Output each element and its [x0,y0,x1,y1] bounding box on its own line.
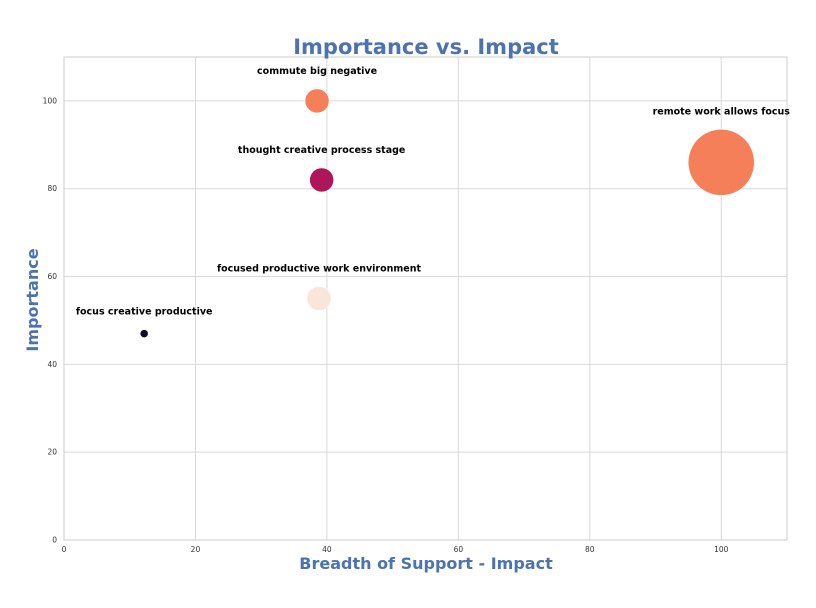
point-labels: commute big negative thought creative pro… [76,66,790,318]
x-tick-label: 40 [322,545,332,554]
x-tick-label: 80 [585,545,595,554]
y-tick-label: 40 [47,360,57,369]
x-tick-label: 60 [454,545,464,554]
bubble-point [139,329,149,338]
data-points [139,88,755,338]
bubble-point [306,286,332,311]
y-tick-label: 80 [47,184,57,193]
bubble-point [688,129,755,196]
bubble-point [309,167,334,193]
x-tick-label: 0 [62,545,67,554]
y-tick-label: 20 [47,448,57,457]
point-label: commute big negative [257,66,377,77]
x-axis-label: Breadth of Support - Impact [299,554,553,573]
point-label: thought creative process stage [238,145,405,156]
x-tick-label: 100 [714,545,729,554]
y-axis-label: Importance [23,248,42,351]
y-tick-label: 60 [47,272,57,281]
plot-background [64,57,787,540]
y-axis-ticks: 0 20 40 60 80 100 [43,96,58,544]
y-tick-label: 0 [52,536,57,545]
y-tick-label: 100 [43,96,58,105]
point-label: focused productive work environment [217,264,422,275]
bubble-point [304,88,330,114]
point-label: remote work allows focus [653,106,791,117]
x-axis-ticks: 0 20 40 60 80 100 [62,545,729,554]
x-tick-label: 20 [191,545,201,554]
point-label: focus creative productive [76,307,213,318]
chart-title: Importance vs. Impact [293,35,559,59]
plot-frame [63,56,788,541]
